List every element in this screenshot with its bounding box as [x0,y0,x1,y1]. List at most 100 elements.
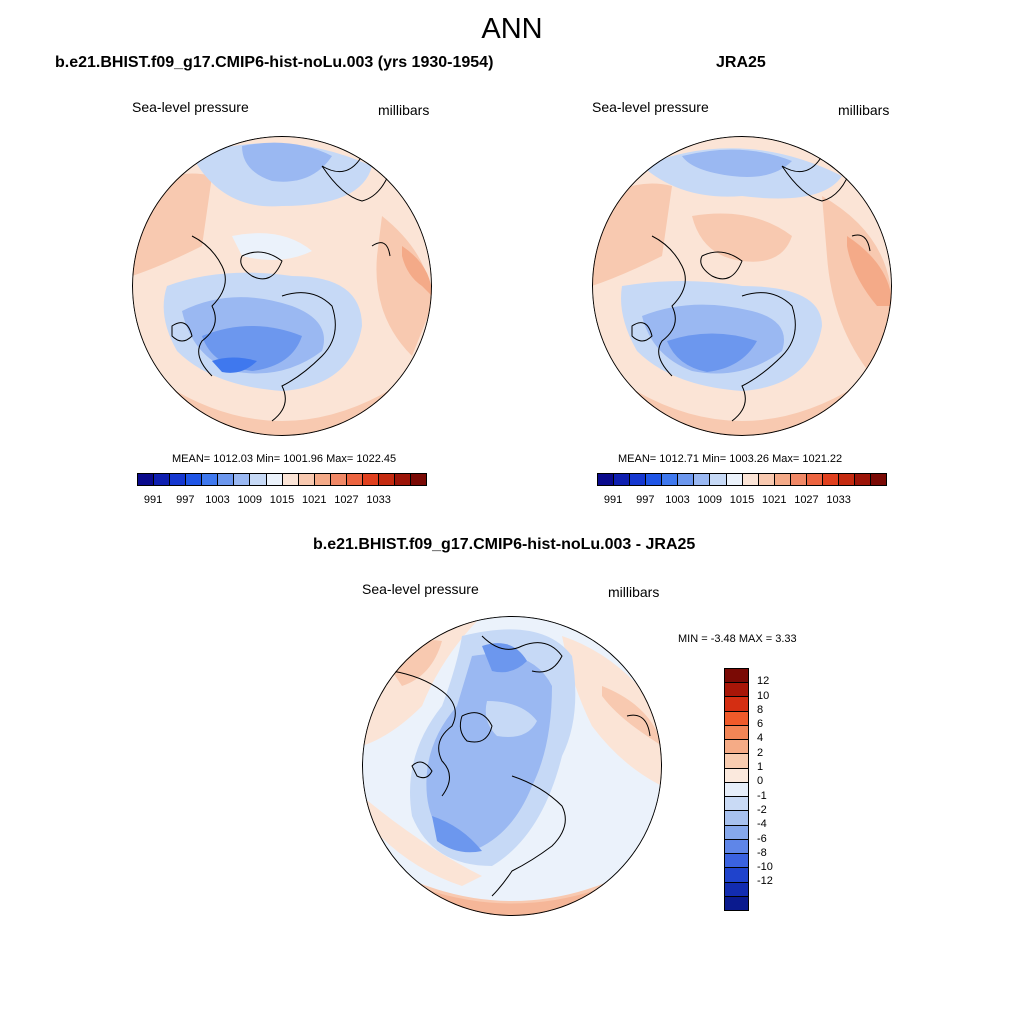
colorbar-tick-label: -10 [757,861,773,874]
colorbar-swatch [678,474,695,485]
colorbar-swatch [234,474,251,485]
obs-colorbar-ticks: 991 997 1003 1009 1015 1021 1027 1033 [597,494,887,506]
colorbar-swatch [725,697,748,712]
colorbar-swatch [170,474,187,485]
colorbar-tick-label: 997 [636,494,655,506]
colorbar-swatch [758,474,775,485]
colorbar-swatch [662,474,679,485]
colorbar-tick-label: 1003 [665,494,690,506]
model-polar-map [132,136,432,436]
obs-units-label: millibars [838,102,890,118]
model-variable-label: Sea-level pressure [132,99,249,115]
colorbar-swatch [790,474,807,485]
colorbar-tick-label: 10 [757,689,770,702]
colorbar-swatch [218,474,235,485]
obs-variable-label: Sea-level pressure [592,99,709,115]
colorbar-tick-label: 1003 [205,494,230,506]
obs-panel-title: JRA25 [716,54,766,71]
colorbar-swatch [725,797,748,812]
model-stats: MEAN= 1012.03 Min= 1001.96 Max= 1022.45 [172,453,397,465]
colorbar-tick-label: 1009 [697,494,723,506]
colorbar-swatch [378,474,395,485]
colorbar-swatch [774,474,791,485]
colorbar-tick-label: 4 [757,732,764,745]
colorbar-swatch [598,474,615,485]
figure-title: ANN [481,13,543,45]
colorbar-swatch [710,474,727,485]
diff-variable-label: Sea-level pressure [362,581,479,597]
colorbar-tick-label: 1021 [761,494,787,506]
colorbar-swatch [202,474,219,485]
colorbar-tick-label: -1 [757,789,767,802]
colorbar-swatch [314,474,331,485]
colorbar-tick-label: 1027 [334,494,359,506]
colorbar-tick-label: 991 [603,494,623,506]
colorbar-swatch [346,474,363,485]
diff-colorbar-ticks: 12 10 8 6 4 2 1 0 -1 -2 -4 -6 -8 -10 -12 [757,668,797,911]
colorbar-swatch [725,754,748,769]
obs-polar-map [592,136,892,436]
model-units-label: millibars [378,102,430,118]
colorbar-tick-label: 1009 [237,494,263,506]
colorbar-tick-label: 0 [757,775,764,788]
colorbar-tick-label: -6 [757,832,767,845]
colorbar-tick-label: 1015 [729,494,755,506]
model-panel-title: b.e21.BHIST.f09_g17.CMIP6-hist-noLu.003 … [55,54,494,71]
colorbar-swatch [838,474,855,485]
model-colorbar [137,473,427,486]
colorbar-swatch [725,711,748,726]
colorbar-tick-label: -12 [757,875,773,888]
colorbar-swatch [362,474,379,485]
diff-colorbar [724,668,749,911]
colorbar-swatch [298,474,315,485]
colorbar-swatch [725,896,748,910]
colorbar-swatch [138,474,155,485]
colorbar-swatch [725,768,748,783]
colorbar-swatch [725,669,748,684]
colorbar-swatch [330,474,347,485]
colorbar-swatch [822,474,839,485]
diff-units-label: millibars [608,584,660,600]
colorbar-tick-label: 1015 [269,494,295,506]
colorbar-swatch [725,854,748,869]
diff-panel-title: b.e21.BHIST.f09_g17.CMIP6-hist-noLu.003 … [313,536,696,553]
colorbar-swatch [726,474,743,485]
colorbar-swatch [806,474,823,485]
colorbar-swatch [266,474,283,485]
colorbar-swatch [154,474,171,485]
colorbar-swatch [725,740,748,755]
colorbar-swatch [725,782,748,798]
colorbar-tick-label: 1021 [301,494,327,506]
colorbar-swatch [725,811,748,826]
colorbar-tick-label: 6 [757,718,764,731]
colorbar-swatch [411,474,427,485]
colorbar-swatch [725,868,748,883]
diff-polar-map [362,616,662,916]
colorbar-tick-label: 997 [176,494,195,506]
colorbar-swatch [725,825,748,840]
colorbar-swatch [725,839,748,855]
colorbar-swatch [871,474,887,485]
colorbar-swatch [725,882,748,897]
colorbar-swatch [646,474,663,485]
colorbar-tick-label: -8 [757,846,767,859]
colorbar-tick-label: 1 [757,761,764,774]
colorbar-tick-label: 1033 [826,494,851,506]
colorbar-tick-label: -4 [757,818,767,831]
colorbar-swatch [395,474,412,485]
diff-min-max: MIN = -3.48 MAX = 3.33 [678,633,797,645]
colorbar-swatch [186,474,203,485]
colorbar-swatch [614,474,631,485]
colorbar-swatch [282,474,299,485]
colorbar-swatch [742,474,759,485]
colorbar-tick-label: 991 [143,494,163,506]
colorbar-tick-label: 12 [757,675,770,688]
colorbar-tick-label: 2 [757,746,764,759]
colorbar-swatch [694,474,711,485]
model-colorbar-ticks: 991 997 1003 1009 1015 1021 1027 1033 [137,494,427,506]
obs-stats: MEAN= 1012.71 Min= 1003.26 Max= 1021.22 [618,453,843,465]
colorbar-swatch [250,474,267,485]
colorbar-tick-label: 1027 [794,494,819,506]
colorbar-tick-label: -2 [757,803,767,816]
colorbar-swatch [725,725,748,741]
